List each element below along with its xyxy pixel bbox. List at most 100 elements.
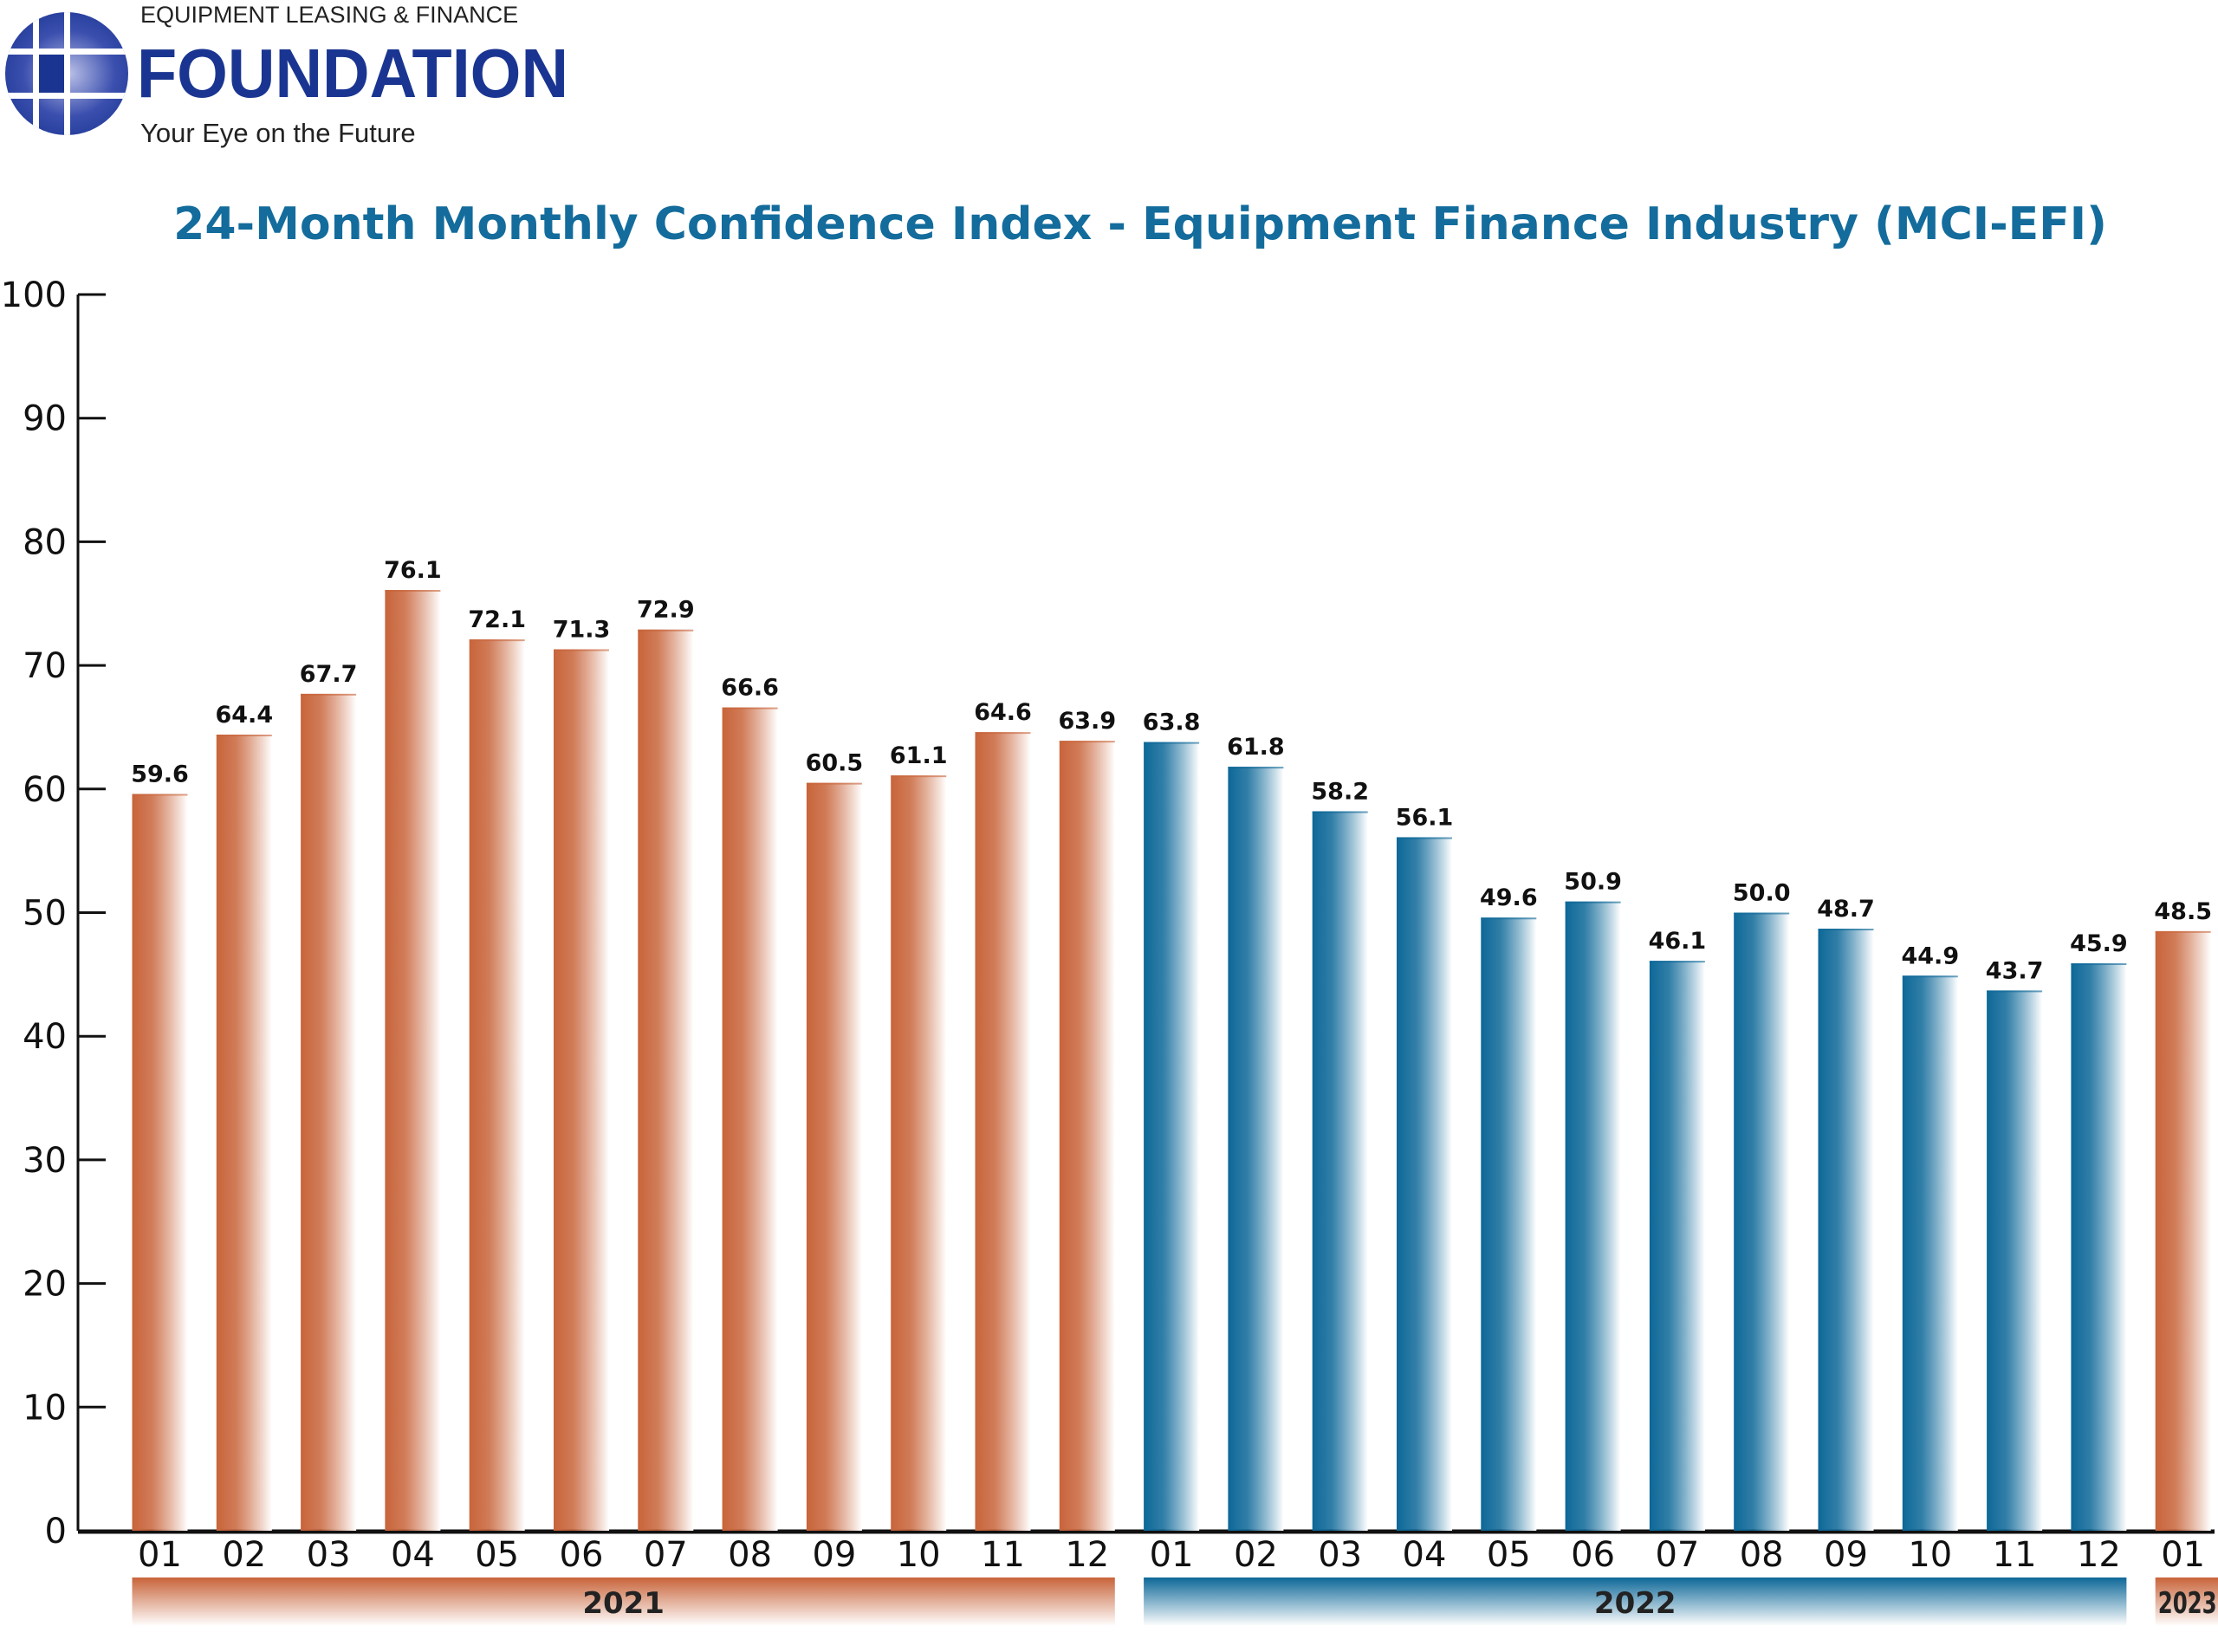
- x-tick-label: 12: [1065, 1535, 1109, 1575]
- year-label: 2021: [582, 1586, 665, 1621]
- x-tick-label: 09: [812, 1535, 856, 1575]
- bar: [1734, 912, 1790, 1531]
- bar: [891, 775, 947, 1531]
- bar: [638, 629, 694, 1531]
- data-label: 46.1: [1649, 928, 1707, 955]
- logo-line1: EQUIPMENT LEASING & FINANCE: [140, 2, 518, 28]
- bar: [1565, 901, 1621, 1531]
- x-tick-label: 08: [728, 1535, 772, 1575]
- year-band: [2155, 1577, 2218, 1626]
- x-tick-label: 03: [1318, 1535, 1362, 1575]
- y-tick-label: 20: [23, 1265, 67, 1305]
- y-tick-label: 40: [23, 1017, 67, 1057]
- logo: EQUIPMENT LEASING & FINANCE FOUNDATION Y…: [5, 2, 568, 148]
- data-label: 72.1: [468, 606, 526, 633]
- data-label: 66.6: [721, 675, 779, 702]
- data-label: 48.5: [2154, 898, 2212, 925]
- y-tick-label: 60: [23, 770, 67, 810]
- data-label: 61.1: [890, 742, 948, 769]
- data-label: 63.9: [1058, 708, 1116, 735]
- bar: [1902, 975, 1958, 1531]
- bar: [1649, 961, 1705, 1531]
- data-label: 64.6: [974, 699, 1032, 726]
- bar: [385, 590, 441, 1531]
- data-label: 58.2: [1311, 778, 1369, 805]
- chart-title: 24-Month Monthly Confidence Index - Equi…: [173, 198, 2107, 250]
- x-tick-label: 02: [1234, 1535, 1278, 1575]
- data-label: 64.4: [215, 702, 273, 729]
- bar: [132, 794, 188, 1531]
- data-label: 60.5: [806, 750, 864, 777]
- y-tick-label: 70: [23, 646, 67, 686]
- y-tick-label: 90: [23, 399, 67, 439]
- y-tick-label: 30: [23, 1141, 67, 1181]
- bar: [975, 732, 1031, 1531]
- x-axis: 01 02 03 04 05 06 07 08 09 10 11 12 01 02 03 04 05 06 07 08…: [138, 1535, 2205, 1575]
- x-tick-label: 01: [1150, 1535, 1194, 1575]
- bar: [1312, 811, 1368, 1531]
- data-label: 59.6: [131, 761, 189, 788]
- year-label: 2023: [2158, 1586, 2217, 1621]
- bar: [2155, 930, 2211, 1531]
- x-tick-label: 01: [2161, 1535, 2205, 1575]
- bar: [1818, 929, 1874, 1531]
- x-tick-label: 01: [138, 1535, 182, 1575]
- x-tick-label: 10: [897, 1535, 941, 1575]
- x-tick-label: 07: [1655, 1535, 1699, 1575]
- data-label: 56.1: [1396, 804, 1454, 831]
- data-label: 50.9: [1564, 869, 1622, 896]
- x-tick-label: 04: [1403, 1535, 1447, 1575]
- x-tick-label: 04: [391, 1535, 435, 1575]
- x-tick-label: 12: [2077, 1535, 2121, 1575]
- bar: [806, 782, 862, 1531]
- data-label: 61.8: [1227, 734, 1285, 761]
- y-tick-label: 100: [1, 275, 67, 315]
- logo-globe-icon: [5, 12, 128, 135]
- bars: 59.6 64.4 67.7 76.1 72.1 71.3 72.9 66.6 60.5 61.1…: [131, 557, 2212, 1531]
- y-tick-label: 80: [23, 522, 67, 562]
- y-tick-label: 10: [23, 1388, 67, 1428]
- logo-tagline: Your Eye on the Future: [140, 118, 416, 148]
- x-tick-label: 05: [475, 1535, 519, 1575]
- y-tick-label: 0: [45, 1512, 67, 1552]
- data-label: 71.3: [553, 617, 611, 644]
- data-label: 63.8: [1143, 709, 1201, 736]
- year-bands: 2021 2022 2023: [132, 1577, 2218, 1626]
- x-tick-label: 07: [644, 1535, 688, 1575]
- bar: [301, 693, 357, 1531]
- bar: [1059, 741, 1115, 1531]
- data-label: 76.1: [384, 557, 442, 584]
- year-label: 2022: [1594, 1586, 1676, 1621]
- data-label: 72.9: [637, 597, 695, 624]
- x-tick-label: 11: [1993, 1535, 2037, 1575]
- data-label: 49.6: [1480, 884, 1538, 911]
- bar: [2071, 963, 2127, 1531]
- data-label: 44.9: [1901, 943, 1959, 969]
- x-tick-label: 11: [981, 1535, 1025, 1575]
- x-tick-label: 09: [1824, 1535, 1868, 1575]
- year-band: [1144, 1577, 2127, 1626]
- bar: [554, 649, 609, 1531]
- x-tick-label: 06: [1571, 1535, 1615, 1575]
- bar: [216, 735, 272, 1531]
- x-tick-label: 08: [1740, 1535, 1784, 1575]
- bar: [1481, 917, 1537, 1531]
- x-tick-label: 05: [1487, 1535, 1531, 1575]
- data-label: 48.7: [1817, 896, 1875, 923]
- bar: [1987, 990, 2043, 1531]
- data-label: 43.7: [1986, 957, 2044, 984]
- x-tick-label: 06: [560, 1535, 604, 1575]
- y-axis: 0 10 20 30 40 50 60 70 80 90 100: [1, 275, 2215, 1552]
- year-band: [132, 1577, 1115, 1626]
- x-tick-label: 02: [222, 1535, 266, 1575]
- bar: [1144, 742, 1200, 1531]
- data-label: 45.9: [2070, 930, 2128, 957]
- y-tick-label: 50: [23, 894, 67, 934]
- data-label: 67.7: [300, 661, 358, 688]
- logo-line2: FOUNDATION: [137, 35, 568, 112]
- bar: [469, 639, 525, 1531]
- bar: [1228, 767, 1284, 1531]
- bar: [722, 707, 778, 1531]
- x-tick-label: 10: [1908, 1535, 1952, 1575]
